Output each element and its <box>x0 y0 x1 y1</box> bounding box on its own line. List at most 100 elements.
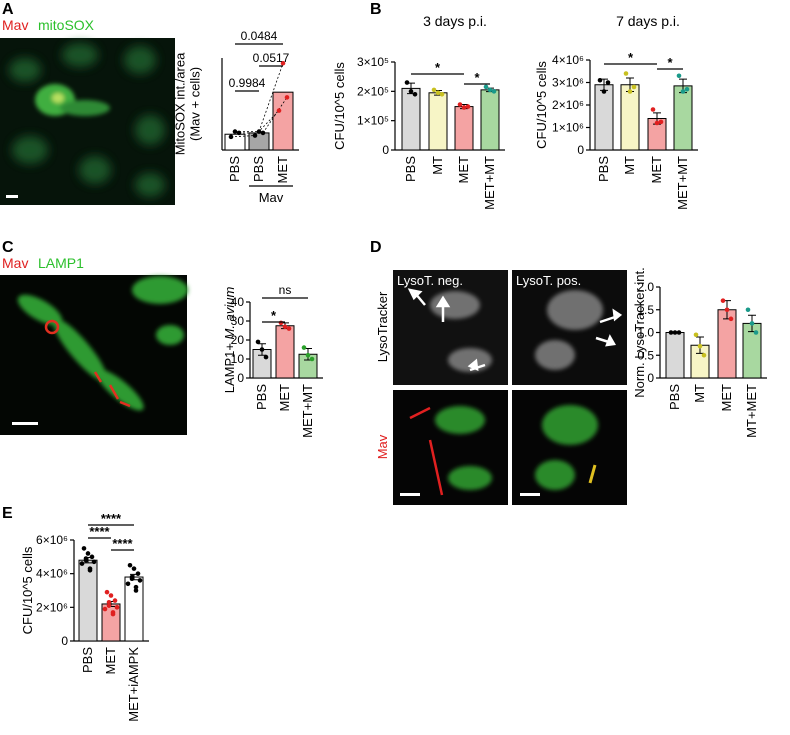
image-label: Mav <box>2 255 28 271</box>
data-point <box>83 557 89 563</box>
y-tick-label: 3×10⁶ <box>552 76 584 90</box>
chart-title: 7 days p.i. <box>616 13 680 29</box>
y-axis-label: CFU/10^5 cells <box>20 546 35 634</box>
paired-line <box>258 63 284 132</box>
y-tick-label: 0.5 <box>637 348 654 362</box>
data-point <box>676 330 682 335</box>
y-axis-label: MitoSOX int./area <box>173 52 188 155</box>
data-point <box>631 84 637 90</box>
y-axis-label: Norm. LysoTracker int. <box>632 267 647 398</box>
data-point <box>102 606 108 612</box>
y-axis-label: LAMP1+ M. avium <box>222 287 237 394</box>
data-point <box>108 593 114 598</box>
data-point <box>236 130 242 136</box>
data-point <box>658 119 664 125</box>
data-point <box>133 588 139 593</box>
panel-label: E <box>2 505 13 522</box>
x-tick-label: MET <box>103 647 118 675</box>
micrograph <box>0 38 175 205</box>
image-label: mitoSOX <box>38 17 95 33</box>
paired-line <box>230 135 256 138</box>
data-point <box>693 332 699 338</box>
significance-label: 0.0517 <box>253 51 290 65</box>
micrograph <box>393 270 627 505</box>
x-tick-label: PBS <box>227 156 242 182</box>
data-point <box>461 105 467 110</box>
bar <box>665 332 685 379</box>
data-point <box>650 107 656 112</box>
y-tick-label: 2×10⁵ <box>357 84 389 98</box>
y-tick-label: 1.0 <box>637 326 654 340</box>
data-point <box>259 347 265 352</box>
data-point <box>106 599 112 605</box>
y-axis-label-part: MitoSOX int./area <box>173 52 188 155</box>
data-point <box>256 129 262 134</box>
data-point <box>278 320 284 326</box>
y-tick-label: 2.0 <box>637 280 654 294</box>
data-point <box>728 316 734 322</box>
data-point <box>280 60 286 66</box>
y-tick-label: 1×10⁵ <box>357 114 389 128</box>
x-tick-label: MT <box>430 156 445 175</box>
data-point <box>457 102 463 107</box>
y-axis-label-part: CFU/10^5 cells <box>534 61 549 149</box>
data-point <box>697 343 703 349</box>
data-point <box>305 352 311 358</box>
x-tick-label: MET+MT <box>482 156 497 210</box>
data-point <box>106 603 112 608</box>
significance-label: **** <box>89 524 110 539</box>
micrograph <box>0 275 188 435</box>
data-point <box>129 576 135 582</box>
data-point <box>131 566 137 571</box>
significance-label: ns <box>279 283 292 297</box>
data-point <box>127 562 133 568</box>
panel-label: A <box>2 1 14 18</box>
image-label: LysoT. neg. <box>397 273 463 288</box>
data-point <box>81 546 87 551</box>
data-point <box>135 571 141 576</box>
y-axis-label-part: (Mav + cells) <box>188 67 203 141</box>
data-point <box>465 104 471 109</box>
y-tick-label: 2×10⁶ <box>36 600 68 614</box>
data-point <box>724 307 730 313</box>
x-tick-label: MET <box>456 156 471 184</box>
significance-label: 0.0484 <box>241 29 278 43</box>
significance-label: * <box>474 70 480 85</box>
x-tick-label: MET+MT <box>300 384 315 438</box>
data-point <box>79 561 85 566</box>
x-tick-label: MT+MET <box>744 384 759 438</box>
data-point <box>435 90 441 96</box>
data-point <box>282 324 288 330</box>
data-point <box>680 89 686 94</box>
y-tick-label: 2×10⁶ <box>552 98 584 112</box>
image-label: LysoTracker <box>375 291 390 362</box>
x-tick-label: MET <box>277 384 292 412</box>
data-point <box>627 89 633 94</box>
data-point <box>276 108 282 113</box>
data-point <box>137 578 143 583</box>
data-point <box>654 120 660 126</box>
data-point <box>597 77 603 83</box>
data-point <box>701 352 707 358</box>
data-point <box>720 298 726 303</box>
data-point <box>431 87 437 93</box>
data-point <box>684 86 690 92</box>
x-tick-label: PBS <box>80 647 95 673</box>
data-point <box>491 89 497 94</box>
chart: 0 1×10⁵ 2×10⁵ 3×10⁵ 3 days p.i. CFU/10^5 cell… <box>332 13 505 210</box>
x-tick-label: PBS <box>667 384 682 410</box>
data-point <box>408 89 414 94</box>
panel-label: C <box>2 239 14 256</box>
data-point <box>439 91 445 97</box>
y-axis-label-part: CFU/10^5 cells <box>332 62 347 150</box>
data-point <box>125 581 131 587</box>
y-axis-label-part: CFU/10^5 cells <box>20 546 35 634</box>
data-point <box>87 568 93 573</box>
data-point <box>753 330 759 335</box>
image-label: LysoT. pos. <box>516 273 581 288</box>
data-point <box>668 330 674 335</box>
